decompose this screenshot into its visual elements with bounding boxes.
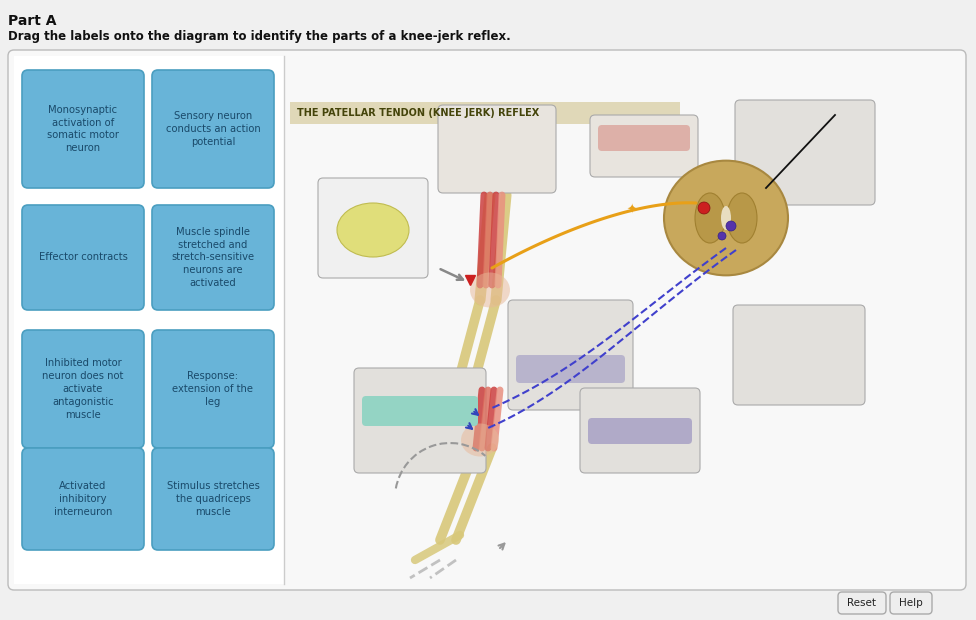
Ellipse shape <box>664 161 788 275</box>
Bar <box>290 102 680 124</box>
Text: Sensory neuron
conducts an action
potential: Sensory neuron conducts an action potent… <box>166 111 261 147</box>
Ellipse shape <box>727 193 757 243</box>
FancyBboxPatch shape <box>590 115 698 177</box>
Ellipse shape <box>470 273 510 308</box>
Text: Part A: Part A <box>8 14 57 28</box>
FancyBboxPatch shape <box>438 105 556 193</box>
FancyBboxPatch shape <box>362 396 478 426</box>
FancyBboxPatch shape <box>838 592 886 614</box>
Circle shape <box>726 221 736 231</box>
FancyBboxPatch shape <box>22 205 144 310</box>
Ellipse shape <box>337 203 409 257</box>
Text: Stimulus stretches
the quadriceps
muscle: Stimulus stretches the quadriceps muscle <box>167 481 260 517</box>
Bar <box>14 56 284 584</box>
FancyBboxPatch shape <box>22 70 144 188</box>
Text: THE PATELLAR TENDON (KNEE JERK) REFLEX: THE PATELLAR TENDON (KNEE JERK) REFLEX <box>297 108 540 118</box>
FancyBboxPatch shape <box>735 100 875 205</box>
Text: Drag the labels onto the diagram to identify the parts of a knee-jerk reflex.: Drag the labels onto the diagram to iden… <box>8 30 510 43</box>
FancyBboxPatch shape <box>318 178 428 278</box>
FancyBboxPatch shape <box>733 305 865 405</box>
FancyBboxPatch shape <box>516 355 625 383</box>
Text: Muscle spindle
stretched and
stretch-sensitive
neurons are
activated: Muscle spindle stretched and stretch-sen… <box>172 227 255 288</box>
Circle shape <box>718 232 726 240</box>
FancyBboxPatch shape <box>598 125 690 151</box>
FancyBboxPatch shape <box>152 330 274 448</box>
Text: Effector contracts: Effector contracts <box>39 252 128 262</box>
Text: Reset: Reset <box>847 598 876 608</box>
Ellipse shape <box>461 423 499 456</box>
Text: Activated
inhibitory
interneuron: Activated inhibitory interneuron <box>54 481 112 517</box>
Ellipse shape <box>695 193 725 243</box>
Ellipse shape <box>721 206 731 230</box>
FancyBboxPatch shape <box>508 300 633 410</box>
Bar <box>285 56 963 584</box>
FancyBboxPatch shape <box>22 448 144 550</box>
FancyBboxPatch shape <box>22 330 144 448</box>
Text: Response:
extension of the
leg: Response: extension of the leg <box>173 371 254 407</box>
Text: Inhibited motor
neuron does not
activate
antagonistic
muscle: Inhibited motor neuron does not activate… <box>42 358 124 420</box>
FancyBboxPatch shape <box>8 50 966 590</box>
Text: ✦: ✦ <box>627 203 637 216</box>
FancyBboxPatch shape <box>152 70 274 188</box>
FancyBboxPatch shape <box>152 205 274 310</box>
FancyBboxPatch shape <box>580 388 700 473</box>
Circle shape <box>698 202 710 214</box>
Text: Monosynaptic
activation of
somatic motor
neuron: Monosynaptic activation of somatic motor… <box>47 105 119 153</box>
FancyBboxPatch shape <box>588 418 692 444</box>
FancyBboxPatch shape <box>890 592 932 614</box>
FancyBboxPatch shape <box>354 368 486 473</box>
Text: Help: Help <box>899 598 923 608</box>
FancyBboxPatch shape <box>152 448 274 550</box>
